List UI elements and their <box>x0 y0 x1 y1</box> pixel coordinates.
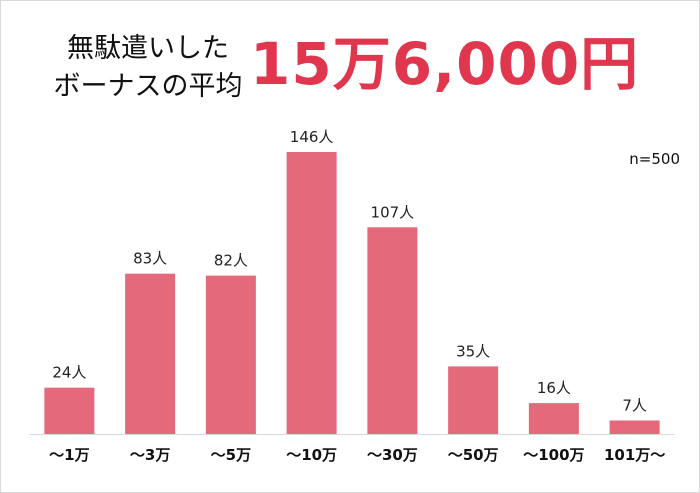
category-label-1: 〜3万 <box>130 446 170 464</box>
page-title: 無駄遣いした ボーナスの平均 <box>28 30 268 106</box>
data-label-2: 82人 <box>214 252 248 270</box>
category-label-4: 〜30万 <box>367 446 418 464</box>
bar-0 <box>44 387 95 434</box>
category-label-5: 〜50万 <box>448 446 499 464</box>
data-label-5: 35人 <box>456 342 490 360</box>
sample-size-label: n=500 <box>629 150 680 168</box>
average-value: 15万6,000円 <box>250 30 640 98</box>
category-label-2: 〜5万 <box>211 446 251 464</box>
category-label-7: 101万〜 <box>604 446 665 464</box>
bar-1 <box>125 273 176 434</box>
category-label-0: 〜1万 <box>49 446 89 464</box>
bar-4 <box>367 227 418 434</box>
data-label-0: 24人 <box>52 364 86 382</box>
bar-2 <box>205 275 256 434</box>
data-label-3: 146人 <box>290 128 334 146</box>
data-label-4: 107人 <box>371 203 415 221</box>
bar-6 <box>528 403 579 434</box>
bar-3 <box>286 152 337 434</box>
title-line-1: 無駄遣いした <box>67 33 229 64</box>
bar-5 <box>448 366 499 434</box>
bar-7 <box>609 420 660 434</box>
category-label-3: 〜10万 <box>286 446 337 464</box>
data-label-1: 83人 <box>133 250 167 268</box>
data-label-6: 16人 <box>537 379 571 397</box>
data-label-7: 7人 <box>622 396 647 414</box>
category-label-6: 〜100万 <box>523 446 584 464</box>
title-line-2: ボーナスの平均 <box>53 71 243 102</box>
